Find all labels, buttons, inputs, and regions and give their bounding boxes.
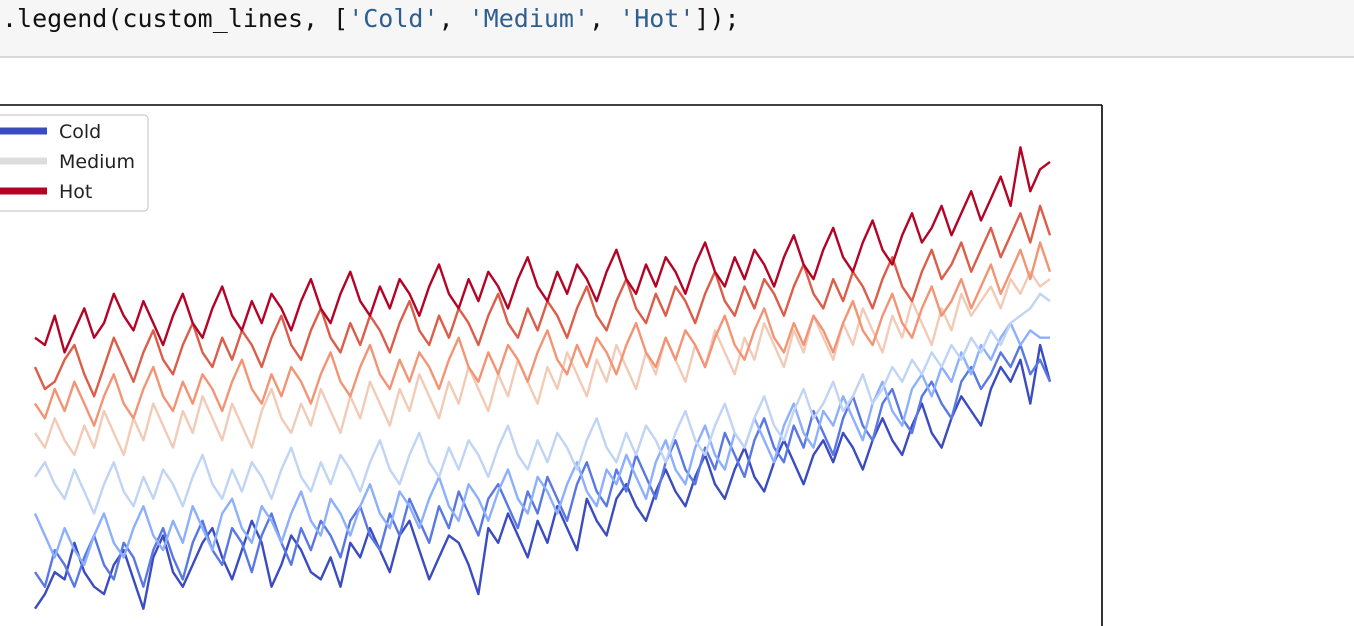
legend: Cold Medium Hot	[0, 114, 149, 212]
series-line-5	[34, 241, 1052, 427]
legend-items: Cold Medium Hot	[0, 121, 135, 203]
series-line-3	[34, 292, 1051, 515]
line-chart: Cold Medium Hot	[0, 104, 1103, 626]
code-separator: ,	[589, 4, 620, 33]
legend-label-medium: Medium	[59, 151, 135, 173]
code-string-medium: 'Medium'	[468, 4, 590, 33]
series-line-2	[33, 321, 1050, 566]
code-string-hot: 'Hot'	[619, 4, 695, 33]
series-line-1	[34, 343, 1052, 588]
output-area: Cold Medium Hot	[0, 58, 1354, 626]
code-string-cold: 'Cold'	[348, 4, 439, 33]
code-suffix: ]);	[694, 4, 740, 33]
plot-area	[0, 104, 1103, 626]
series-line-0	[34, 343, 1052, 610]
series-line-4	[34, 270, 1051, 457]
series-group	[33, 146, 1052, 610]
legend-label-hot: Hot	[59, 181, 92, 203]
legend-label-cold: Cold	[59, 121, 101, 143]
series-line-6	[33, 204, 1052, 398]
code-line: .legend(custom_lines, ['Cold', 'Medium',…	[2, 2, 740, 36]
series-line-7	[34, 146, 1051, 354]
code-separator: ,	[438, 4, 469, 33]
code-cell[interactable]: .legend(custom_lines, ['Cold', 'Medium',…	[0, 0, 1354, 58]
code-prefix: .legend(custom_lines, [	[2, 4, 349, 33]
legend-box	[0, 114, 149, 212]
